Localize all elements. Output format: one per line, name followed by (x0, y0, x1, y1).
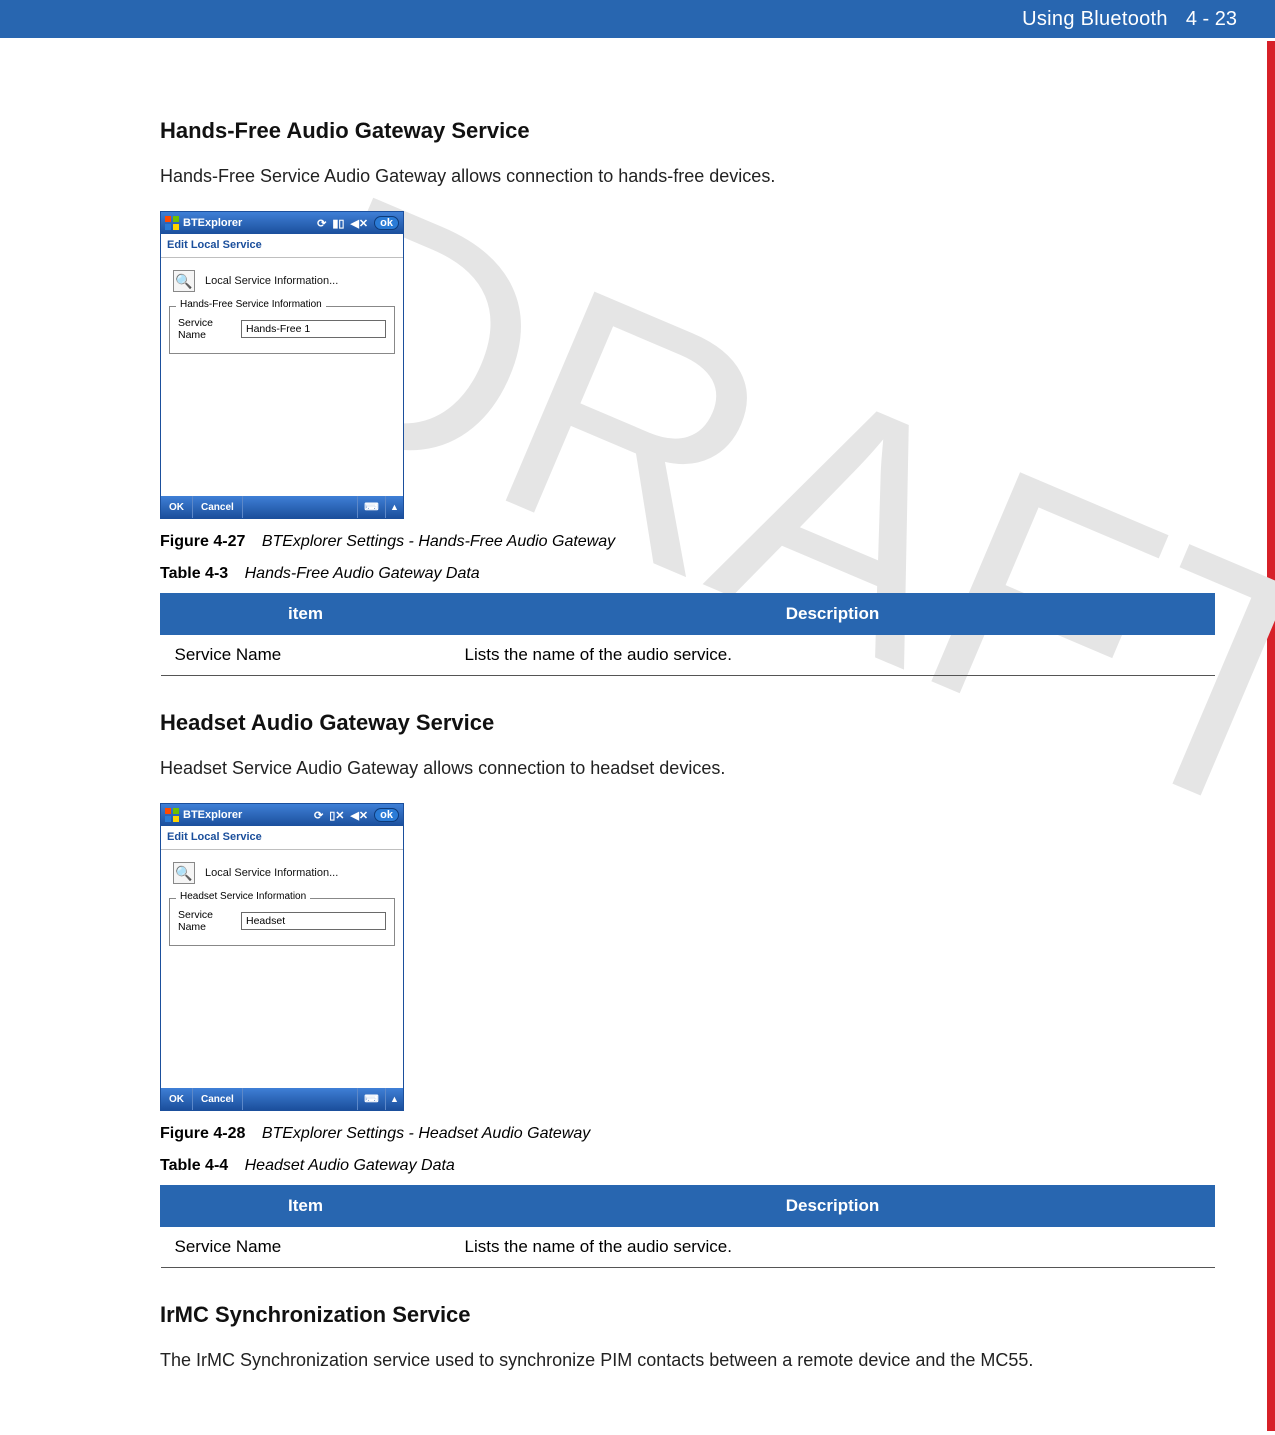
windows-flag-icon (165, 216, 179, 230)
service-name-label: Service Name (178, 317, 235, 341)
table-header-item: item (161, 594, 451, 635)
figure-text: BTExplorer Settings - Hands-Free Audio G… (262, 533, 615, 550)
service-info-fieldset: Headset Service Information Service Name (169, 898, 395, 946)
mobile-titlebar: BTExplorer ⟳ ▯✕ ◀✕ ok (161, 804, 403, 826)
table-label: Table 4-4 (160, 1157, 228, 1174)
page-number: 4 - 23 (1186, 8, 1237, 31)
keyboard-icon[interactable]: ⌨ (357, 1088, 385, 1110)
figure-label: Figure 4-28 (160, 1125, 245, 1142)
table-cell-desc: Lists the name of the audio service. (451, 1227, 1215, 1268)
table-cell-desc: Lists the name of the audio service. (451, 635, 1215, 676)
page-header: Using Bluetooth 4 - 23 (0, 0, 1275, 38)
cancel-softkey[interactable]: Cancel (193, 1088, 243, 1110)
sync-icon: ⟳ (314, 809, 323, 822)
table-cell-item: Service Name (161, 635, 451, 676)
table-text: Hands-Free Audio Gateway Data (245, 565, 480, 582)
table-4-4-caption: Table 4-4 Headset Audio Gateway Data (160, 1157, 1215, 1175)
fieldset-legend: Headset Service Information (176, 891, 310, 902)
table-header-desc: Description (451, 1186, 1215, 1227)
section3-body: The IrMC Synchronization service used to… (160, 1350, 1215, 1371)
section2-body: Headset Service Audio Gateway allows con… (160, 758, 1215, 779)
magnifier-icon: 🔍 (173, 862, 195, 884)
table-label: Table 4-3 (160, 565, 228, 582)
mobile-subheader: Edit Local Service (161, 826, 403, 850)
mobile-screenshot-1: BTExplorer ⟳ ▮▯ ◀✕ ok Edit Local Service… (160, 211, 404, 519)
windows-flag-icon (165, 808, 179, 822)
status-icons: ⟳ ▮▯ ◀✕ ok (317, 216, 399, 230)
service-name-input[interactable] (241, 912, 386, 930)
section1-title: Hands-Free Audio Gateway Service (160, 118, 1215, 144)
menu-up-icon[interactable]: ▲ (385, 1088, 403, 1110)
mobile-subheader: Edit Local Service (161, 234, 403, 258)
figure-4-27-caption: Figure 4-27 BTExplorer Settings - Hands-… (160, 533, 1215, 551)
figure-4-28-caption: Figure 4-28 BTExplorer Settings - Headse… (160, 1125, 1215, 1143)
cancel-softkey[interactable]: Cancel (193, 496, 243, 518)
figure-text: BTExplorer Settings - Headset Audio Gate… (262, 1125, 590, 1142)
ok-button[interactable]: ok (374, 808, 399, 822)
info-label: Local Service Information... (205, 867, 338, 879)
menu-up-icon[interactable]: ▲ (385, 496, 403, 518)
speaker-icon: ◀✕ (350, 809, 368, 822)
local-service-info-row[interactable]: 🔍 Local Service Information... (173, 270, 397, 292)
table-row: Service Name Lists the name of the audio… (161, 1227, 1215, 1268)
table-4-3-caption: Table 4-3 Hands-Free Audio Gateway Data (160, 565, 1215, 583)
mobile-app-title: BTExplorer (183, 217, 242, 229)
no-signal-icon: ▯✕ (329, 809, 344, 822)
mobile-bottombar: OK Cancel ⌨ ▲ (161, 496, 403, 518)
mobile-titlebar: BTExplorer ⟳ ▮▯ ◀✕ ok (161, 212, 403, 234)
section2-title: Headset Audio Gateway Service (160, 710, 1215, 736)
mobile-bottombar: OK Cancel ⌨ ▲ (161, 1088, 403, 1110)
status-icons: ⟳ ▯✕ ◀✕ ok (314, 808, 399, 822)
ok-softkey[interactable]: OK (161, 1088, 193, 1110)
table-header-desc: Description (451, 594, 1215, 635)
keyboard-icon[interactable]: ⌨ (357, 496, 385, 518)
magnifier-icon: 🔍 (173, 270, 195, 292)
table-header-item: Item (161, 1186, 451, 1227)
chapter-title: Using Bluetooth (1022, 8, 1168, 31)
service-name-input[interactable] (241, 320, 386, 338)
table-cell-item: Service Name (161, 1227, 451, 1268)
ok-button[interactable]: ok (374, 216, 399, 230)
section1-body: Hands-Free Service Audio Gateway allows … (160, 166, 1215, 187)
info-label: Local Service Information... (205, 275, 338, 287)
ok-softkey[interactable]: OK (161, 496, 193, 518)
signal-icon: ▮▯ (332, 217, 344, 230)
table-4-4: Item Description Service Name Lists the … (160, 1185, 1215, 1268)
mobile-body: 🔍 Local Service Information... Hands-Fre… (161, 258, 403, 496)
table-4-3: item Description Service Name Lists the … (160, 593, 1215, 676)
figure-label: Figure 4-27 (160, 533, 245, 550)
mobile-body: 🔍 Local Service Information... Headset S… (161, 850, 403, 1088)
service-name-label: Service Name (178, 909, 235, 933)
table-text: Headset Audio Gateway Data (245, 1157, 455, 1174)
fieldset-legend: Hands-Free Service Information (176, 299, 326, 310)
local-service-info-row[interactable]: 🔍 Local Service Information... (173, 862, 397, 884)
mobile-app-title: BTExplorer (183, 809, 242, 821)
section3-title: IrMC Synchronization Service (160, 1302, 1215, 1328)
service-info-fieldset: Hands-Free Service Information Service N… (169, 306, 395, 354)
mobile-screenshot-2: BTExplorer ⟳ ▯✕ ◀✕ ok Edit Local Service… (160, 803, 404, 1111)
sync-icon: ⟳ (317, 217, 326, 230)
speaker-icon: ◀✕ (350, 217, 368, 230)
table-row: Service Name Lists the name of the audio… (161, 635, 1215, 676)
